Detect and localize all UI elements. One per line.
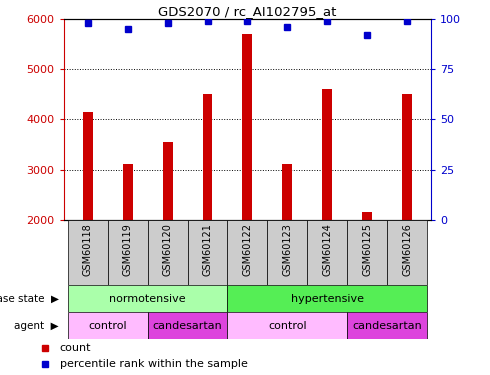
Text: disease state  ▶: disease state ▶ — [0, 294, 59, 304]
Bar — [68, 312, 147, 339]
Bar — [387, 220, 427, 285]
Bar — [347, 312, 427, 339]
Bar — [68, 285, 227, 312]
Text: GSM60121: GSM60121 — [202, 223, 213, 276]
Bar — [307, 220, 347, 285]
Bar — [322, 89, 332, 220]
Text: GSM60122: GSM60122 — [243, 223, 252, 276]
Bar — [163, 142, 172, 220]
Bar — [147, 312, 227, 339]
Bar — [202, 94, 213, 220]
Bar — [347, 220, 387, 285]
Text: GSM60119: GSM60119 — [122, 223, 133, 276]
Bar — [83, 112, 93, 220]
Text: count: count — [60, 343, 91, 353]
Text: control: control — [88, 321, 127, 331]
Bar — [227, 220, 268, 285]
Text: agent  ▶: agent ▶ — [14, 321, 59, 331]
Bar — [227, 312, 347, 339]
Bar — [188, 220, 227, 285]
Text: normotensive: normotensive — [109, 294, 186, 304]
Title: GDS2070 / rc_AI102795_at: GDS2070 / rc_AI102795_at — [158, 4, 337, 18]
Bar — [243, 34, 252, 220]
Text: candesartan: candesartan — [153, 321, 222, 331]
Bar — [227, 285, 427, 312]
Text: GSM60126: GSM60126 — [402, 223, 412, 276]
Bar — [282, 165, 293, 220]
Text: GSM60124: GSM60124 — [322, 223, 332, 276]
Bar — [108, 220, 147, 285]
Bar — [402, 94, 412, 220]
Bar — [147, 220, 188, 285]
Bar — [122, 165, 133, 220]
Bar — [268, 220, 307, 285]
Text: percentile rank within the sample: percentile rank within the sample — [60, 359, 247, 369]
Text: GSM60118: GSM60118 — [83, 223, 93, 276]
Text: control: control — [268, 321, 307, 331]
Text: GSM60125: GSM60125 — [362, 223, 372, 276]
Bar — [68, 220, 108, 285]
Text: hypertensive: hypertensive — [291, 294, 364, 304]
Text: candesartan: candesartan — [352, 321, 422, 331]
Text: GSM60123: GSM60123 — [282, 223, 293, 276]
Text: GSM60120: GSM60120 — [163, 223, 172, 276]
Bar — [362, 212, 372, 220]
